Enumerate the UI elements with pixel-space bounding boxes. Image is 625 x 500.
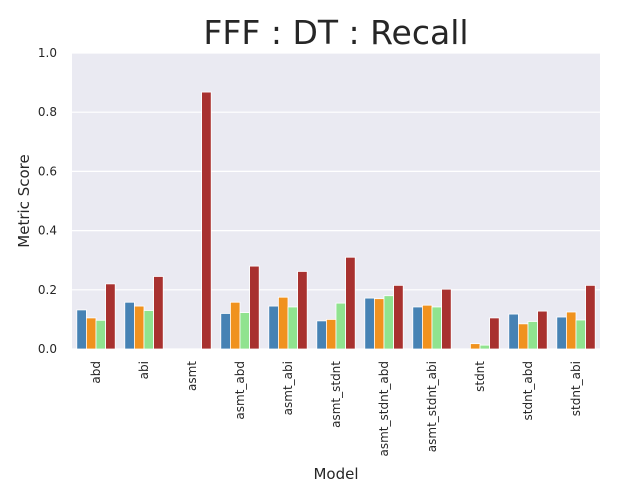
bar <box>335 302 347 350</box>
bar <box>412 306 423 350</box>
bars <box>76 91 596 350</box>
bar <box>345 256 356 350</box>
x-tick-label: asmt_abd <box>233 361 247 420</box>
bar <box>86 317 97 350</box>
bar <box>393 284 404 350</box>
bar <box>383 295 395 350</box>
bar <box>537 310 548 350</box>
bar <box>364 297 375 350</box>
bar <box>133 305 145 350</box>
bar-group-asmt_abd <box>220 265 260 350</box>
bar <box>508 313 519 350</box>
bar <box>479 344 491 350</box>
bar <box>297 271 308 350</box>
bar <box>373 298 385 350</box>
x-tick-label: asmt_stdnt_abi <box>425 361 439 452</box>
bar <box>153 276 164 350</box>
bar <box>518 323 529 350</box>
x-tick-label: asmt <box>185 361 199 391</box>
bar <box>421 304 433 350</box>
x-tick-label: stdnt_abd <box>521 361 535 420</box>
bar <box>431 306 443 350</box>
bar <box>585 284 596 350</box>
bar-group-asmt <box>201 91 212 350</box>
y-tick-label: 1.0 <box>38 46 57 60</box>
x-tick-label: asmt_abi <box>281 361 295 415</box>
bar <box>441 288 452 350</box>
bar <box>249 265 260 350</box>
bar <box>325 318 337 350</box>
bar <box>287 306 299 350</box>
bar <box>268 305 279 350</box>
x-axis-title: Model <box>313 465 358 483</box>
bar <box>124 301 135 350</box>
bar <box>556 316 567 350</box>
bar <box>575 319 587 350</box>
y-axis-ticks: 0.0 0.2 0.4 0.6 0.8 1.0 <box>38 46 57 356</box>
y-axis-title: Metric Score <box>15 154 33 247</box>
bar <box>143 310 155 350</box>
x-tick-label: abi <box>137 361 151 379</box>
x-tick-label: stdnt <box>473 361 487 392</box>
bar-group-abd <box>76 283 116 350</box>
bar <box>76 309 87 350</box>
bar-group-asmt_stdnt_abi <box>412 288 452 350</box>
x-axis-ticks: abd abi asmt asmt_abd asmt_abi asmt_stdnt asmt… <box>89 361 583 457</box>
chart-title: FFF : DT : Recall <box>203 13 468 52</box>
bar <box>566 311 577 350</box>
x-tick-label: asmt_stdnt <box>329 361 343 428</box>
x-tick-label: stdnt_abi <box>569 361 583 416</box>
bar <box>201 91 212 350</box>
y-tick-label: 0.4 <box>38 224 57 238</box>
y-tick-label: 0.6 <box>38 164 57 178</box>
bar <box>95 319 107 350</box>
bar <box>469 343 481 350</box>
y-tick-label: 0.0 <box>38 342 57 356</box>
bar-group-asmt_abi <box>268 271 308 350</box>
bar <box>105 283 116 350</box>
bar-group-abi <box>124 276 164 350</box>
bar-group-stdnt_abd <box>508 310 548 350</box>
bar <box>239 312 251 350</box>
bar <box>527 321 539 350</box>
bar <box>220 313 231 350</box>
bar-group-stdnt <box>469 317 500 350</box>
y-tick-label: 0.2 <box>38 283 57 297</box>
bar-group-stdnt_abi <box>556 284 596 350</box>
x-tick-label: asmt_stdnt_abd <box>377 361 391 456</box>
bar <box>277 296 289 350</box>
bar <box>316 320 327 350</box>
bar <box>229 301 241 350</box>
x-tick-label: abd <box>89 361 103 384</box>
y-tick-label: 0.8 <box>38 105 57 119</box>
bar <box>489 317 500 350</box>
bar-group-asmt_stdnt <box>316 256 356 350</box>
bar-group-asmt_stdnt_abd <box>364 284 404 350</box>
